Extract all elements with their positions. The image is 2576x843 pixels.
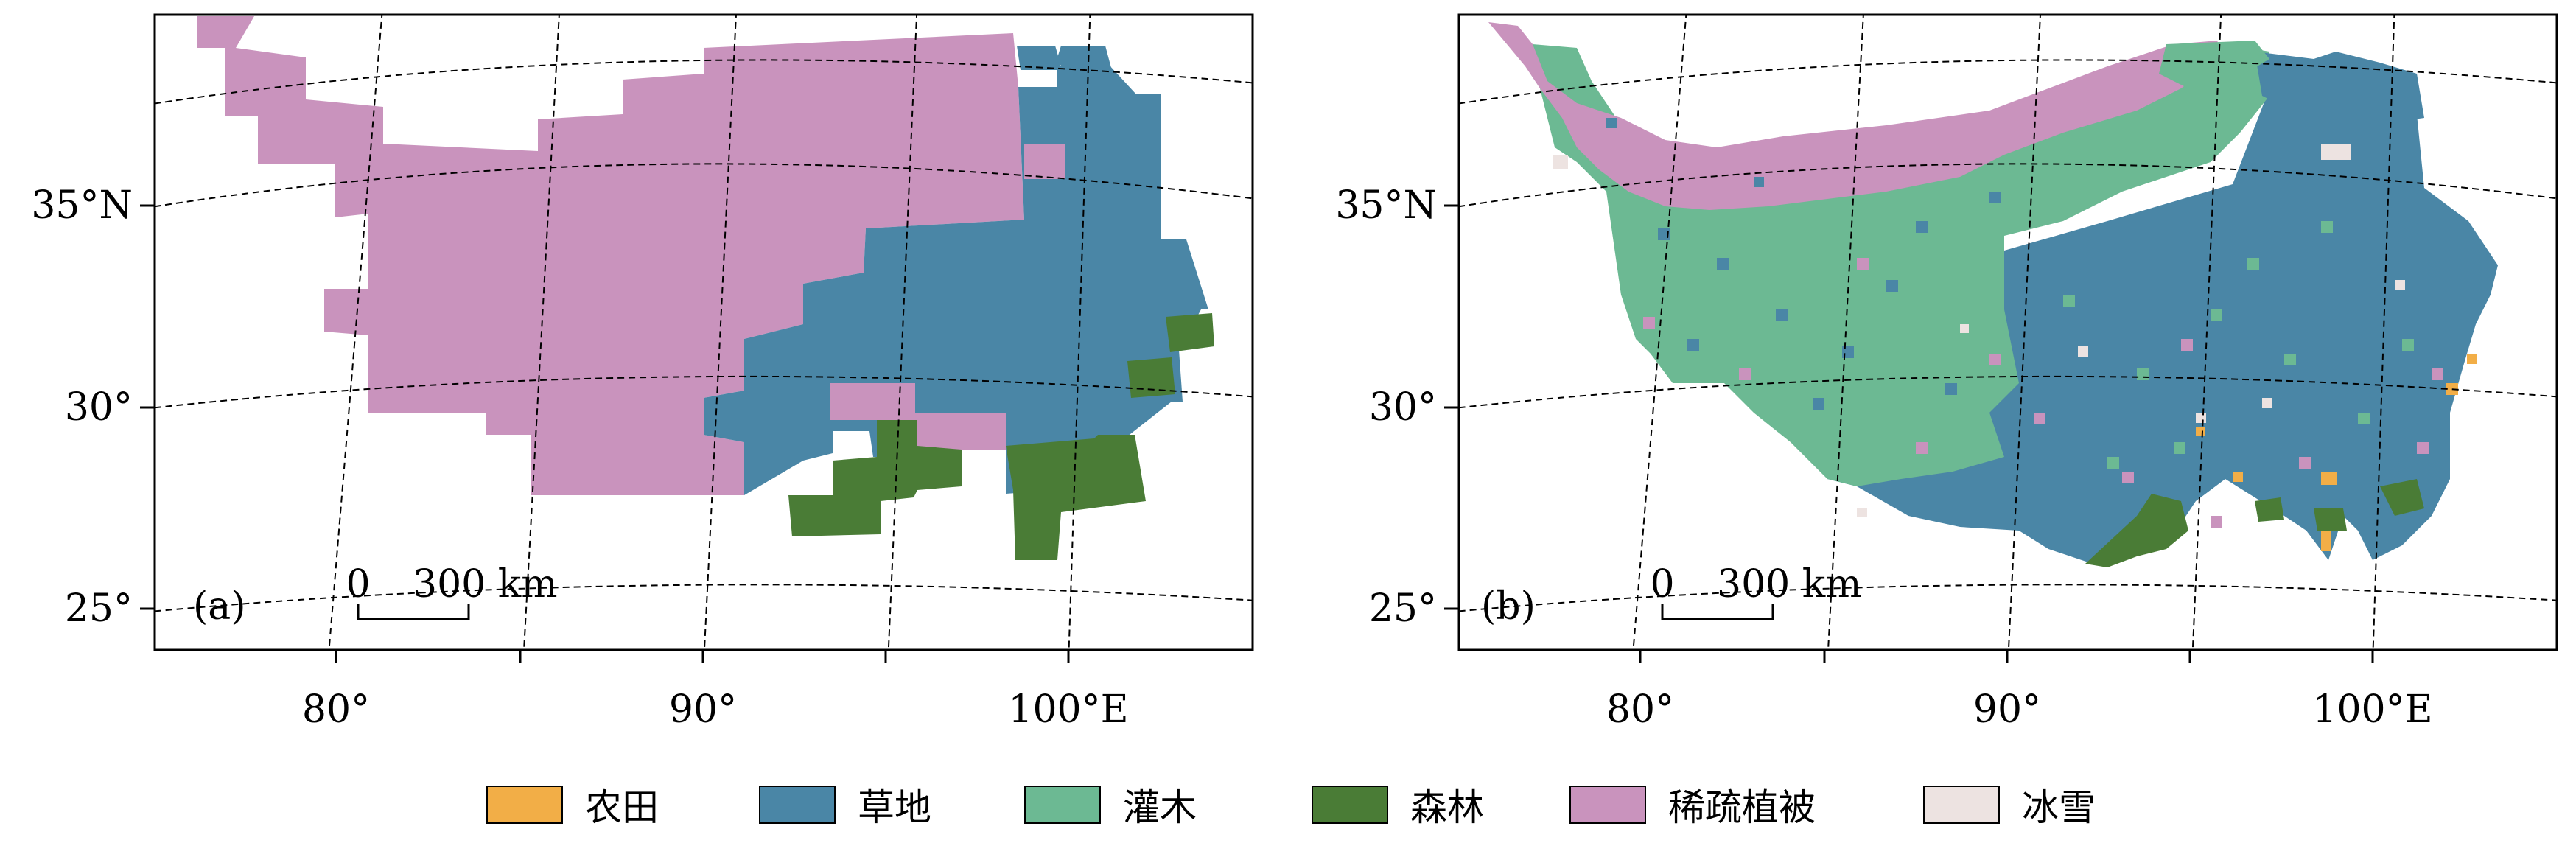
panel-b-lon-label-90: 90° [1973, 688, 2041, 732]
legend-item-cropland: 农田 [486, 783, 659, 829]
legend-swatch-snow [1923, 786, 2000, 824]
legend-label-forest: 森林 [1410, 786, 1484, 829]
legend-label-snow: 冰雪 [2022, 786, 2096, 829]
panel-a-lon-label-100: 100°E [1008, 688, 1128, 732]
legend-swatch-grassland [759, 786, 836, 824]
legend-swatch-sparse [1569, 786, 1646, 824]
panel-b-land-cover [1488, 22, 2498, 567]
panel-b-scale-text: 300 km [1717, 562, 1862, 606]
legend-item-forest: 森林 [1312, 783, 1484, 829]
panel-a-label: (a) [193, 584, 246, 629]
panel-b-shrub [1533, 44, 2269, 486]
panel-a-sparse-vegetation [197, 16, 1024, 495]
legend-swatch-cropland [486, 786, 563, 824]
panel-b-label: (b) [1481, 584, 1536, 629]
legend-item-sparse: 稀疏植被 [1569, 783, 1816, 829]
panel-a-land-cover [197, 16, 1214, 560]
legend-label-cropland: 农田 [585, 786, 659, 829]
legend-item-grassland: 草地 [759, 783, 931, 829]
panel-b-lon-label-80: 80° [1606, 688, 1674, 732]
legend-item-snow: 冰雪 [1923, 783, 2096, 829]
legend-label-sparse: 稀疏植被 [1668, 786, 1816, 829]
panel-b-lon-label-100: 100°E [2312, 688, 2432, 732]
panel-a-lon-label-80: 80° [302, 688, 370, 732]
panel-b-lat-label-35: 35°N [1335, 183, 1437, 228]
panel-a-scale-text: 300 km [413, 562, 558, 606]
panel-b-sparse-vegetation [1488, 22, 2218, 210]
panel-b-scale-zero: 0 [1650, 562, 1674, 606]
panel-a-graticule [155, 15, 1253, 650]
panel-a-lat-label-25: 25° [65, 587, 133, 631]
panel-b-cropland [2321, 472, 2337, 485]
legend-label-shrub: 灌木 [1123, 786, 1197, 829]
panel-a-lon-label-90: 90° [669, 688, 737, 732]
panel-a-lat-label-30: 30° [65, 385, 133, 430]
panel-a-forest [788, 420, 962, 536]
panel-a [140, 13, 1254, 663]
legend: 农田 草地 灌木 森林 稀疏植被 冰雪 [0, 774, 2576, 833]
legend-swatch-shrub [1024, 786, 1101, 824]
panel-a-scale-bar [357, 604, 470, 620]
legend-label-grassland: 草地 [858, 786, 931, 829]
panel-a-scale-zero: 0 [346, 562, 370, 606]
panel-b-graticule [1459, 15, 2557, 650]
panel-b-lat-label-30: 30° [1369, 385, 1437, 430]
panel-a-lat-label-35: 35°N [31, 183, 133, 228]
legend-item-shrub: 灌木 [1024, 783, 1197, 829]
panel-b-snow [2321, 144, 2351, 160]
panel-b-forest [2085, 494, 2188, 567]
panel-b-scale-bar [1661, 604, 1774, 620]
panel-b [1444, 13, 2558, 663]
legend-swatch-forest [1312, 786, 1388, 824]
panel-b-ticks [1444, 204, 2374, 663]
panel-b-lat-label-25: 25° [1369, 587, 1437, 631]
panel-a-ticks [140, 204, 1070, 663]
